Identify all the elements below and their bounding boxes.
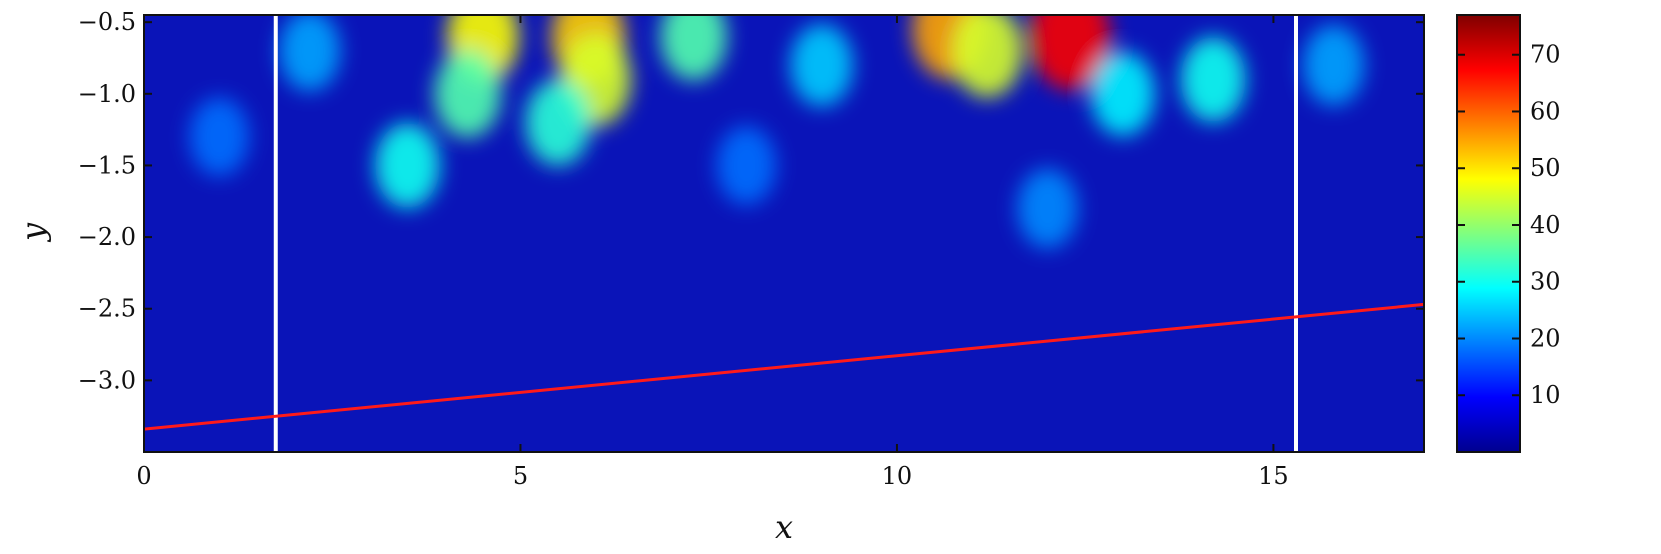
colorbar: 10 20 30 40 50 60 70: [1456, 14, 1561, 453]
heatmap-hotspot: [1303, 24, 1365, 106]
y-axis: −0.5 −1.0 −1.5 −2.0 −2.5 −3.0: [78, 8, 1424, 394]
heatmap-hotspot: [375, 122, 440, 209]
heatmap-hotspot: [790, 24, 853, 107]
x-tick-label: 10: [882, 462, 913, 490]
heatmap-hotspot: [434, 49, 502, 138]
y-tick-label: −2.5: [78, 295, 136, 323]
y-tick-label: −1.5: [78, 151, 136, 179]
colorbar-tick-label: 20: [1530, 324, 1561, 352]
plot-frame: [143, 14, 1425, 453]
y-tick-label: −2.0: [78, 223, 136, 251]
colorbar-tick-label: 40: [1530, 211, 1561, 239]
colorbar-tick-label: 30: [1530, 268, 1561, 296]
heatmap-hotspot: [189, 97, 250, 176]
colorbar-ticks: 10 20 30 40 50 60 70: [1457, 41, 1561, 409]
colorbar-frame: [1456, 14, 1521, 453]
heatmap-hotspot: [525, 79, 591, 166]
red-line: [144, 302, 1424, 431]
y-tick-label: −3.0: [78, 366, 136, 394]
x-axis-label: x: [775, 508, 793, 546]
heatmap-hotspot: [1017, 168, 1078, 249]
heatmap-hotspot: [1091, 51, 1155, 136]
heatmap-hotspot: [1029, 15, 1111, 90]
x-tick-label: 15: [1258, 462, 1289, 490]
y-axis-label: y: [14, 222, 52, 243]
heatmap-hotspot: [1180, 36, 1246, 123]
y-tick-label: −1.0: [78, 80, 136, 108]
plot-area: [143, 14, 1425, 453]
colorbar-gradient: [1457, 15, 1520, 452]
colorbar-tick-label: 50: [1530, 154, 1561, 182]
x-tick-label: 5: [513, 462, 528, 490]
heatmap-hotspots: [189, 15, 1365, 249]
x-axis: 0 5 10 15: [136, 15, 1289, 490]
colorbar-tick-label: 10: [1530, 381, 1561, 409]
heatmap-hotspot: [716, 126, 777, 205]
vertical-lines: [273, 15, 1298, 452]
y-tick-label: −0.5: [78, 8, 136, 36]
heatmap-hotspot: [951, 15, 1023, 98]
colorbar-tick-label: 60: [1530, 97, 1561, 125]
heatmap-hotspot: [279, 15, 341, 92]
x-tick-label: 0: [136, 462, 151, 490]
heatmap-hotspot: [660, 15, 727, 81]
colorbar-tick-label: 70: [1530, 41, 1561, 69]
